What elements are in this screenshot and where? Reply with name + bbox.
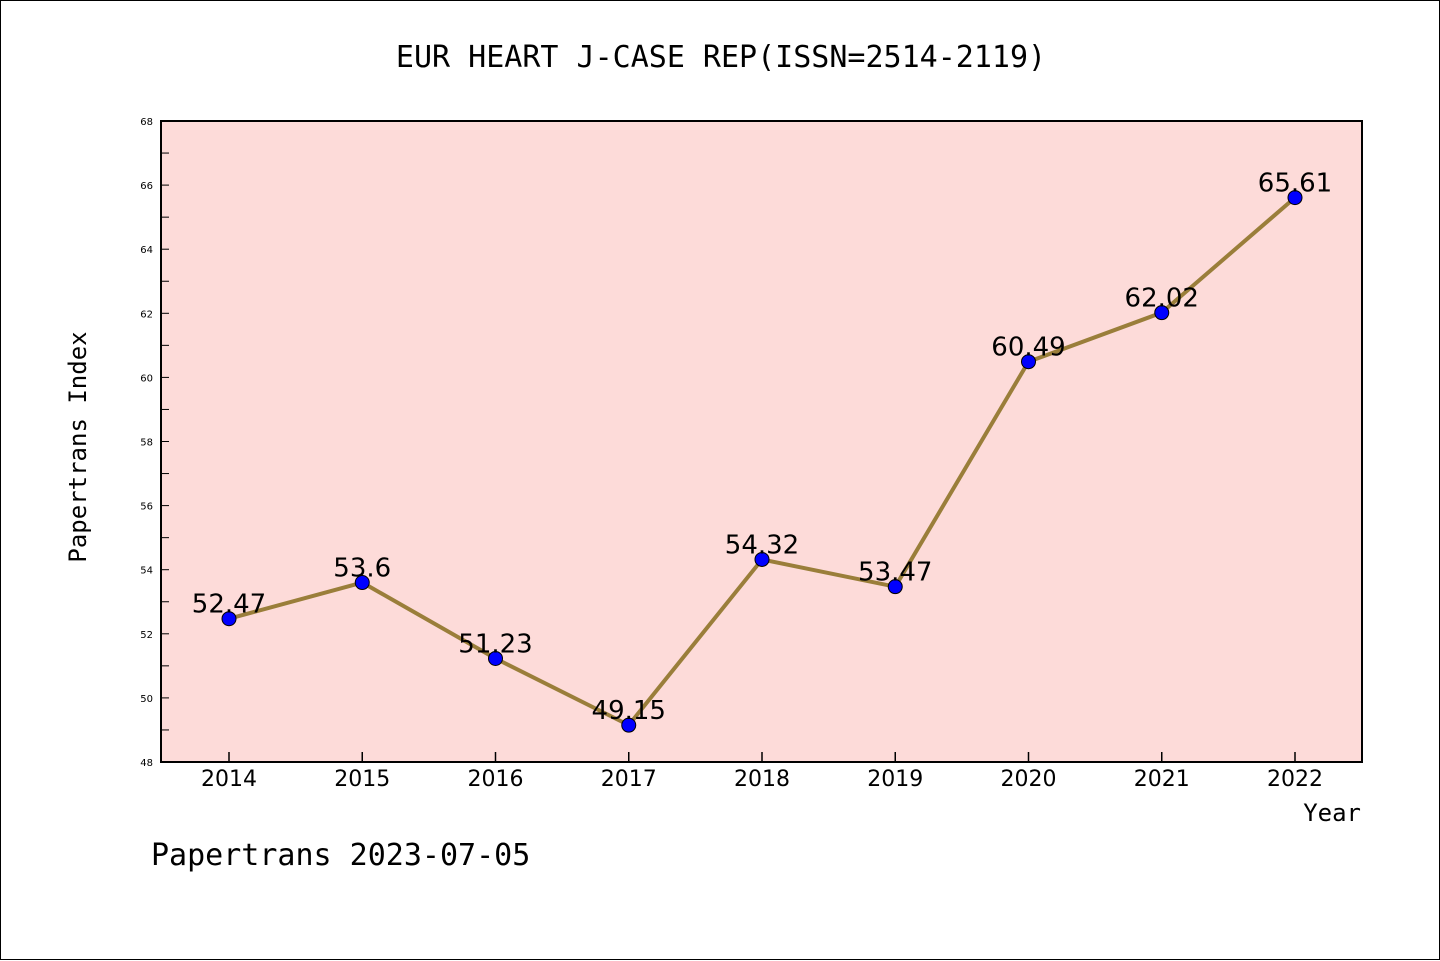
x-tick-label: 2019 — [867, 767, 923, 792]
y-tick-label: 52 — [140, 630, 153, 641]
data-point — [621, 717, 637, 733]
footer-text: Papertrans 2023-07-05 — [151, 838, 530, 873]
y-axis: 48 50 52 54 56 58 60 62 64 66 68 — [140, 117, 169, 769]
data-point — [1021, 354, 1036, 370]
data-label: 52.47 — [192, 590, 266, 620]
data-label: 54.32 — [725, 530, 799, 560]
y-tick-label: 64 — [140, 245, 153, 256]
x-tick-label: 2020 — [1001, 767, 1057, 792]
x-tick-label: 2015 — [334, 767, 390, 792]
x-tick-label: 2018 — [734, 767, 790, 792]
data-label: 53.6 — [333, 554, 391, 584]
data-label: 62.02 — [1125, 284, 1199, 314]
data-labels: 52.47 53.6 51.23 49.15 54.32 53.47 60.49 62.02 6… — [192, 169, 1332, 727]
data-point — [354, 575, 370, 591]
y-axis-label: Papertrans Index — [64, 331, 92, 562]
x-tick-label: 2021 — [1134, 767, 1190, 792]
data-label: 51.23 — [458, 629, 532, 659]
data-point — [488, 650, 503, 666]
y-tick-label: 50 — [140, 694, 153, 705]
y-tick-label: 60 — [140, 373, 153, 384]
x-axis-label: Year — [1303, 799, 1361, 827]
plot-area — [160, 120, 1363, 763]
y-tick-label: 54 — [140, 566, 153, 577]
x-axis: 2014 2015 2016 2017 2018 2019 2020 2021 2022 — [201, 752, 1323, 792]
data-label: 49.15 — [592, 696, 666, 726]
x-tick-label: 2014 — [201, 767, 257, 792]
y-tick-label: 68 — [140, 117, 153, 128]
chart-title: EUR HEART J-CASE REP(ISSN=2514-2119) — [396, 40, 1046, 75]
y-tick-label: 58 — [140, 438, 153, 449]
y-tick-label: 56 — [140, 502, 153, 513]
data-point — [754, 551, 770, 567]
x-tick-label: 2016 — [468, 767, 524, 792]
data-label: 53.47 — [858, 558, 932, 588]
data-point — [887, 579, 903, 595]
data-label: 65.61 — [1258, 169, 1332, 199]
data-point — [221, 611, 237, 627]
y-tick-label: 62 — [140, 309, 153, 320]
data-point — [1287, 190, 1303, 206]
x-tick-label: 2022 — [1267, 767, 1323, 792]
data-label: 60.49 — [991, 333, 1065, 363]
data-point — [1154, 305, 1170, 321]
y-tick-label: 48 — [140, 758, 153, 769]
data-markers — [221, 190, 1303, 733]
x-tick-label: 2017 — [601, 767, 657, 792]
y-tick-label: 66 — [140, 181, 153, 192]
